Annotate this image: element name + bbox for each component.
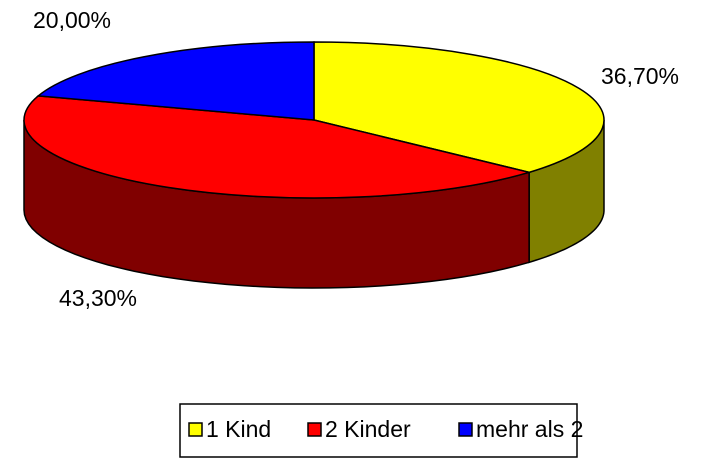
legend-swatch bbox=[458, 422, 473, 437]
pie bbox=[23, 41, 605, 289]
legend-label: 1 Kind bbox=[206, 416, 271, 442]
data-label: 20,00% bbox=[33, 7, 111, 33]
data-label: 36,70% bbox=[601, 63, 679, 89]
labels: 36,70% 43,30% 20,00% bbox=[33, 7, 679, 311]
legend-label: 2 Kinder bbox=[325, 416, 411, 442]
pie-slice bbox=[36, 41, 315, 121]
pie-slice bbox=[313, 41, 605, 174]
pie-slice bbox=[23, 95, 532, 199]
legend-swatch bbox=[188, 422, 203, 437]
legend-swatch bbox=[307, 422, 322, 437]
legend-label: mehr als 2 bbox=[476, 416, 583, 442]
legend: 1 Kind 2 Kinder mehr als 2 bbox=[188, 416, 583, 442]
data-label: 43,30% bbox=[59, 285, 137, 311]
legend-box bbox=[179, 403, 578, 458]
